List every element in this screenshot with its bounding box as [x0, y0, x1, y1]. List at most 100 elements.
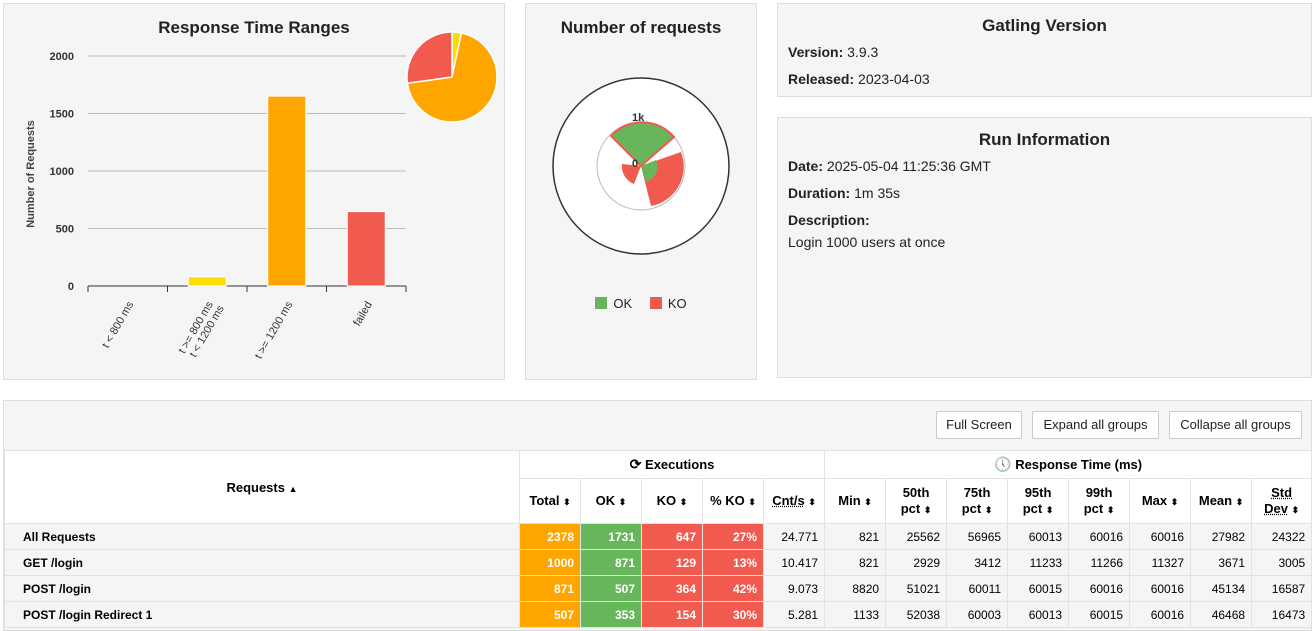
col-min-label: Min: [838, 492, 861, 508]
y-tick-label: 1000: [50, 166, 74, 178]
cell-p75: 3412: [946, 549, 1009, 576]
col-mean[interactable]: Mean ⬍: [1190, 478, 1253, 524]
cell-ok: 507: [580, 575, 642, 602]
table-row[interactable]: GET /login 1000 871 129 13% 10.417 821 2929 3412…: [4, 549, 1313, 576]
released-row: Released: 2023-04-03: [788, 71, 930, 87]
sort-up-icon: ▲: [288, 483, 298, 494]
y-tick-label: 0: [68, 281, 74, 293]
cell-p95: 60015: [1007, 575, 1070, 602]
x-tick-label: t < 800 ms: [100, 299, 136, 350]
request-name[interactable]: All Requests: [4, 523, 520, 550]
expand-all-groups-button[interactable]: Expand all groups: [1032, 411, 1159, 439]
y-tick-label: 1500: [50, 109, 74, 121]
cell-p99: 60016: [1068, 575, 1131, 602]
response-time-header: 🕔 Response Time (ms): [824, 450, 1313, 479]
date-label: Date:: [788, 158, 824, 174]
request-name[interactable]: POST /login Redirect 1: [4, 601, 520, 628]
y-tick-label: 500: [56, 224, 74, 236]
date-row: Date: 2025-05-04 11:25:36 GMT: [788, 158, 991, 174]
cell-min: 1133: [824, 601, 887, 628]
cell-ko: 364: [641, 575, 703, 602]
response-time-ranges-title: Response Time Ranges: [158, 18, 350, 37]
requests-column-header[interactable]: Requests ▲: [4, 450, 520, 524]
clock-icon: 🕔: [994, 456, 1012, 472]
col-std-dev[interactable]: Std Dev ⬍: [1251, 478, 1313, 524]
col-ko[interactable]: KO ⬍: [641, 478, 703, 524]
cell-p75: 60003: [946, 601, 1009, 628]
col-pct-ko[interactable]: % KO ⬍: [702, 478, 764, 524]
col-p95-label: 95th: [1024, 484, 1052, 500]
col-p75[interactable]: 75th pct ⬍: [946, 478, 1009, 524]
col-pct-ko-label: % KO: [710, 492, 745, 508]
ring-label: 1k: [632, 112, 645, 124]
cell-std: 16473: [1251, 601, 1313, 628]
table-row[interactable]: All Requests 2378 1731 647 27% 24.771 821 25562…: [4, 523, 1313, 550]
col-p75-sub: pct: [961, 500, 982, 516]
col-p99[interactable]: 99th pct ⬍: [1068, 478, 1131, 524]
cell-total: 871: [519, 575, 581, 602]
col-cnt-label: Cnt/s: [772, 492, 805, 508]
cell-ok: 1731: [580, 523, 642, 550]
cell-p50: 25562: [885, 523, 948, 550]
cell-mean: 45134: [1190, 575, 1253, 602]
cell-std: 24322: [1251, 523, 1313, 550]
table-row[interactable]: POST /login Redirect 1 507 353 154 30% 5.281 1…: [4, 601, 1313, 628]
version-label: Version:: [788, 44, 844, 60]
col-ko-label: KO: [656, 492, 677, 508]
sort-icon: ⬍: [679, 496, 688, 507]
duration-label: Duration:: [788, 185, 851, 201]
legend: OK KO: [526, 296, 756, 311]
description-label-text: Description:: [788, 212, 870, 228]
sort-icon: ⬍: [618, 496, 627, 507]
full-screen-button[interactable]: Full Screen: [936, 411, 1022, 439]
gatling-version-title: Gatling Version: [982, 16, 1107, 35]
version-row: Version: 3.9.3: [788, 44, 878, 60]
col-p50-label: 50th: [902, 484, 930, 500]
released-label: Released:: [788, 71, 855, 87]
col-p95[interactable]: 95th pct ⬍: [1007, 478, 1070, 524]
date-value: 2025-05-04 11:25:36 GMT: [826, 158, 991, 174]
legend-ko-label: KO: [667, 296, 687, 311]
cell-p99: 11266: [1068, 549, 1131, 576]
col-p50[interactable]: 50th pct ⬍: [885, 478, 948, 524]
col-cnt[interactable]: Cnt/s ⬍: [762, 478, 826, 524]
cell-p50: 52038: [885, 601, 948, 628]
response-time-header-label: Response Time (ms): [1015, 457, 1143, 472]
sort-icon: ⬍: [748, 496, 756, 507]
gatling-version-panel: Gatling Version Version: 3.9.3 Released:…: [777, 3, 1312, 97]
description-label: Description:: [788, 212, 870, 228]
cell-cnt: 9.073: [762, 575, 826, 602]
cell-ko: 154: [641, 601, 703, 628]
cell-min: 8820: [824, 575, 887, 602]
col-total[interactable]: Total ⬍: [519, 478, 581, 524]
duration-row: Duration: 1m 35s: [788, 185, 900, 201]
cell-p99: 60016: [1068, 523, 1131, 550]
cell-p50: 2929: [885, 549, 948, 576]
response-time-ranges-panel: Response Time Ranges 0 500 1000 1500 2000 t <…: [3, 3, 505, 380]
cell-ok: 871: [580, 549, 642, 576]
col-p99-label: 99th: [1085, 484, 1113, 500]
col-min[interactable]: Min ⬍: [824, 478, 887, 524]
cell-cnt: 5.281: [762, 601, 826, 628]
col-max[interactable]: Max ⬍: [1129, 478, 1192, 524]
legend-ok[interactable]: OK: [595, 296, 632, 311]
legend-ko[interactable]: KO: [649, 296, 687, 311]
collapse-all-groups-button[interactable]: Collapse all groups: [1169, 411, 1302, 439]
ok-segment-small: [641, 160, 658, 182]
col-ok[interactable]: OK ⬍: [580, 478, 642, 524]
col-p50-sub: pct: [900, 500, 921, 516]
sort-icon: ⬍: [1170, 496, 1179, 507]
request-name[interactable]: GET /login: [4, 549, 520, 576]
legend-ok-label: OK: [613, 296, 633, 311]
col-ok-label: OK: [595, 492, 616, 508]
cell-min: 821: [824, 523, 887, 550]
cell-p99: 60015: [1068, 601, 1131, 628]
sort-icon: ⬍: [1045, 504, 1054, 515]
cell-pct-ko: 42%: [702, 575, 764, 602]
request-name[interactable]: POST /login: [4, 575, 520, 602]
col-p75-label: 75th: [963, 484, 991, 500]
table-row[interactable]: POST /login 871 507 364 42% 9.073 8820 51021 600…: [4, 575, 1313, 602]
sort-icon: ⬍: [923, 504, 932, 515]
cell-total: 2378: [519, 523, 581, 550]
